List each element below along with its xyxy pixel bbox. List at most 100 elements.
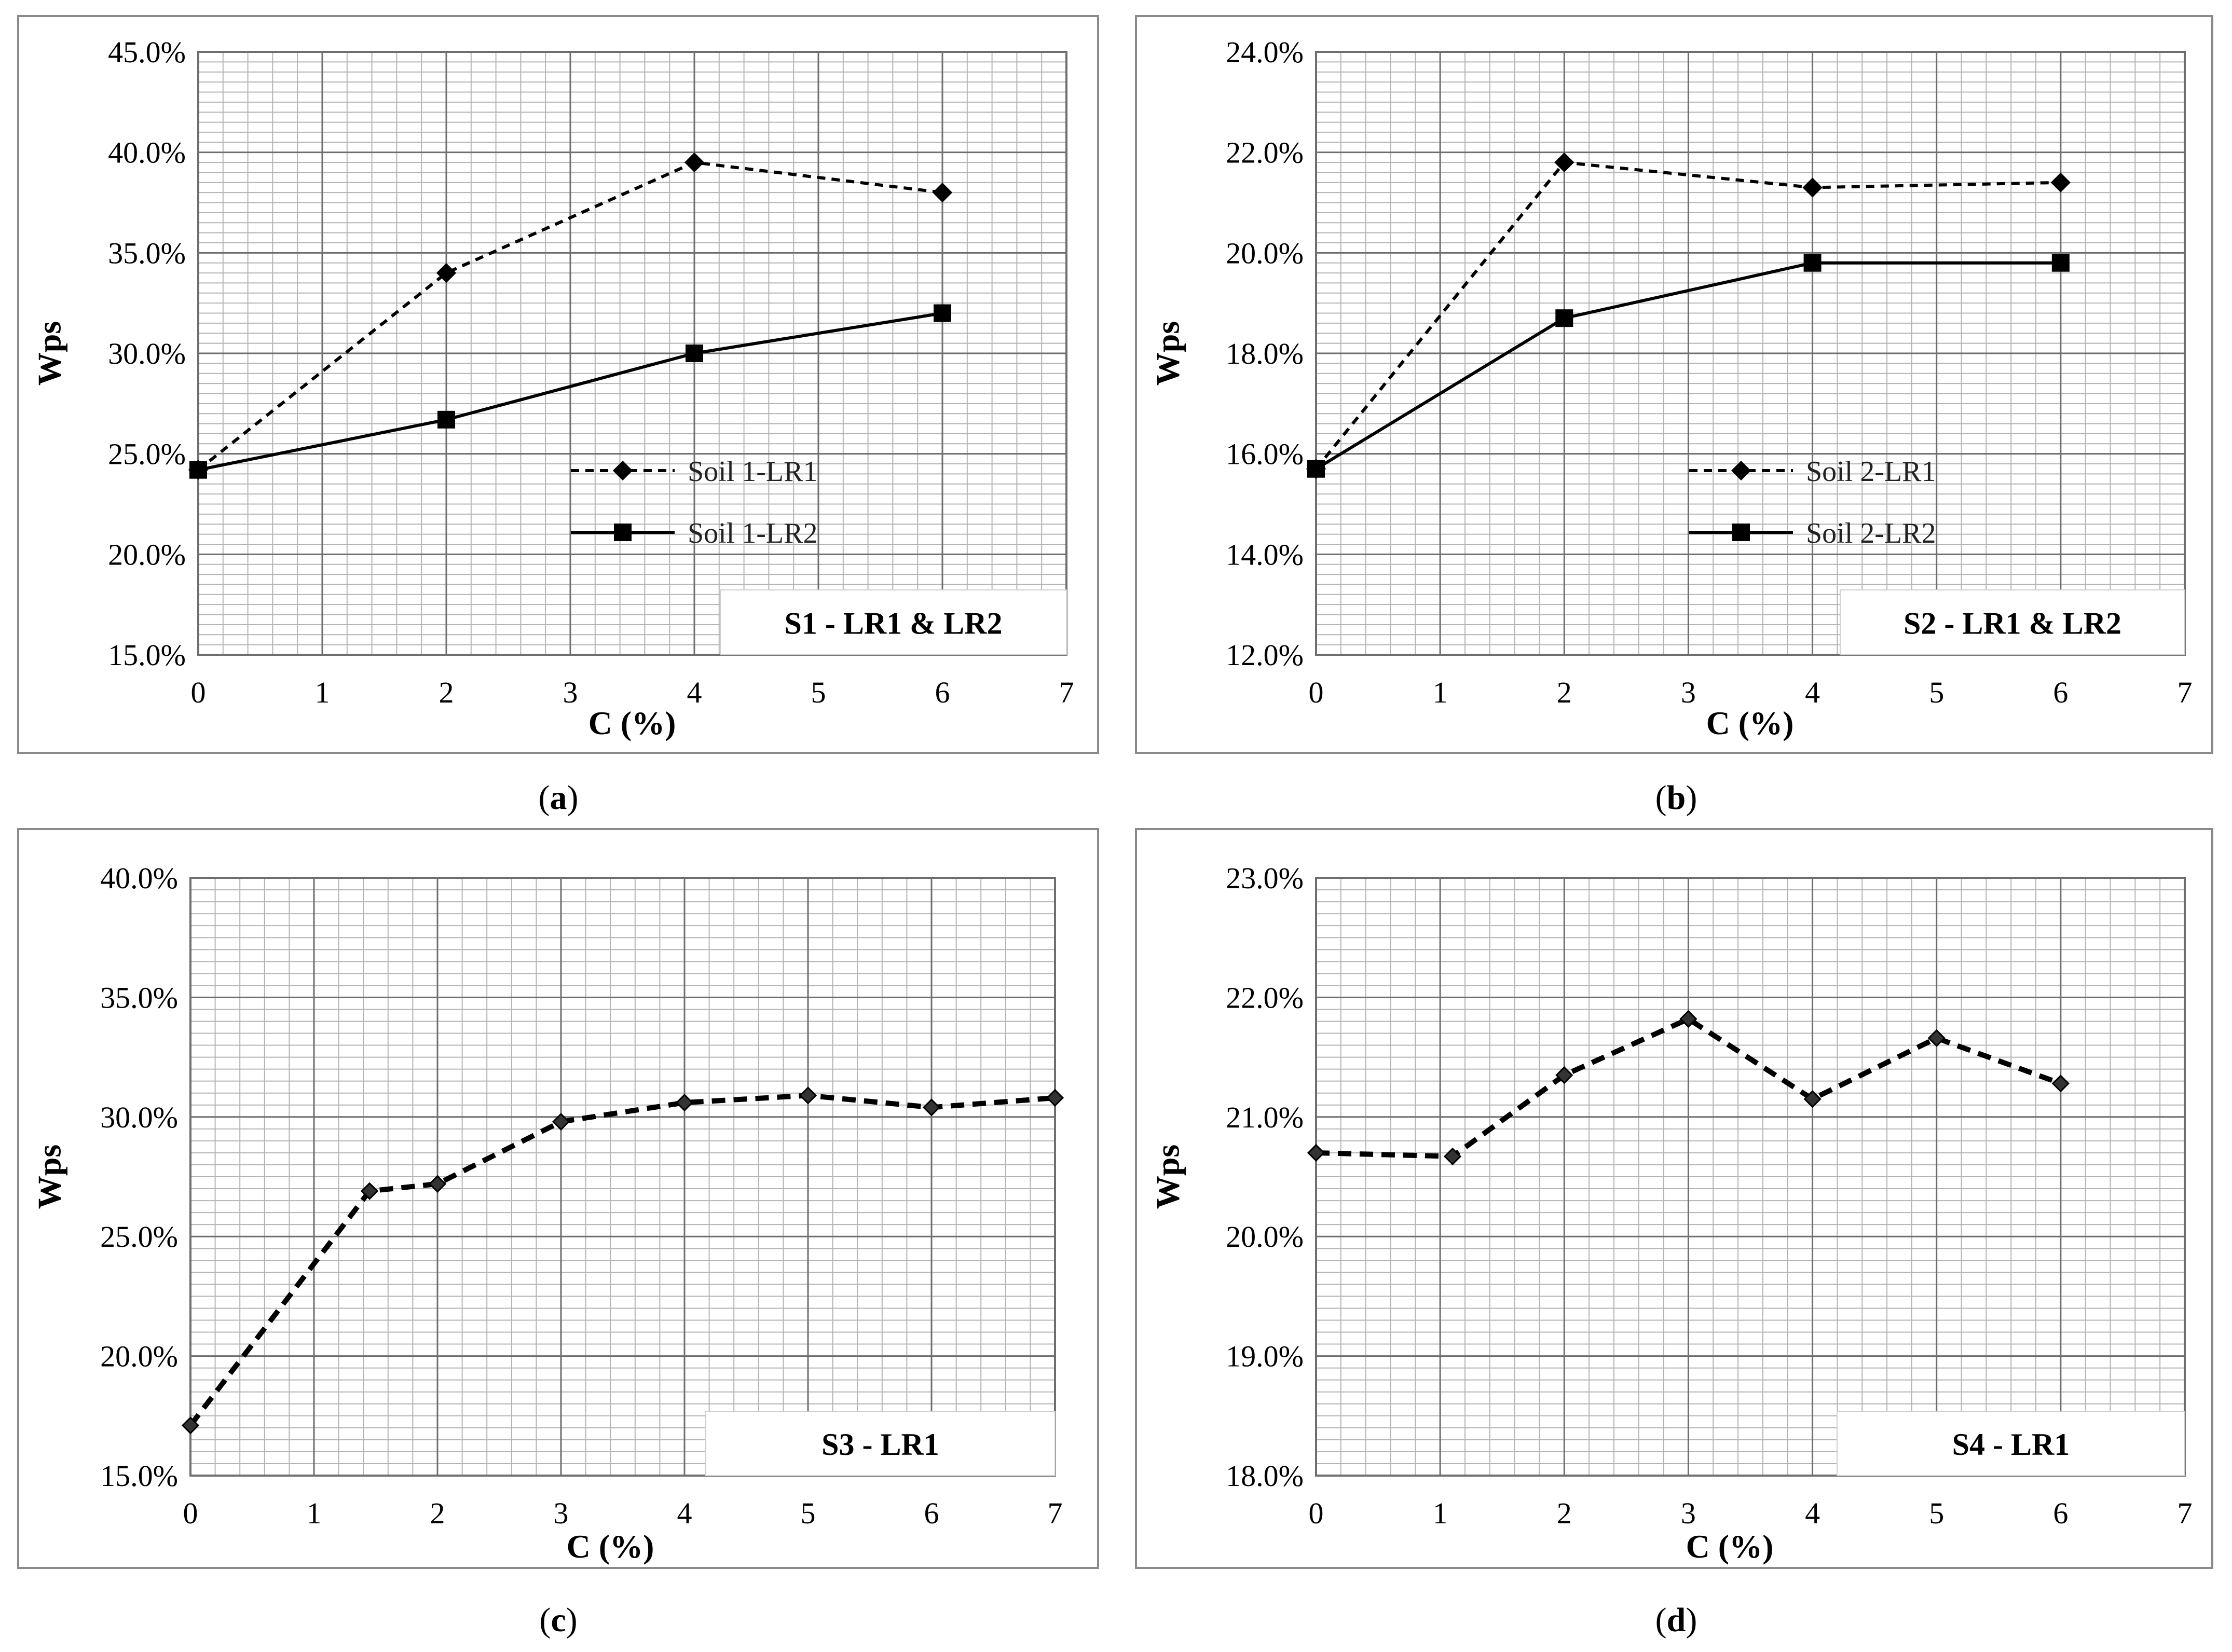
y-axis-title-c: Wps — [31, 1145, 68, 1209]
x-tick-label-a: 4 — [687, 676, 702, 709]
y-tick-label-c: 40.0% — [100, 861, 178, 895]
x-tick-label-b: 6 — [2053, 676, 2068, 709]
caption-c: (c) — [539, 1601, 578, 1639]
data-point-d-0 — [1307, 1144, 1325, 1162]
data-point-a-0 — [684, 152, 705, 173]
x-tick-label-a: 3 — [563, 676, 578, 709]
legend-label-a-0: Soil 1-LR1 — [688, 456, 817, 488]
x-tick-label-c: 1 — [307, 1496, 322, 1530]
x-tick-label-c: 7 — [1048, 1496, 1063, 1530]
x-tick-label-d: 5 — [1929, 1496, 1944, 1530]
x-tick-label-b: 5 — [1929, 676, 1944, 709]
x-tick-label-a: 5 — [811, 676, 826, 709]
x-tick-label-c: 3 — [554, 1496, 569, 1530]
y-tick-label-c: 30.0% — [100, 1100, 178, 1134]
data-point-a-1 — [437, 410, 455, 429]
y-tick-label-a: 25.0% — [108, 437, 186, 471]
data-point-a-1 — [934, 304, 951, 322]
x-axis-title-c: C (%) — [567, 1528, 654, 1565]
x-tick-label-d: 6 — [2053, 1496, 2068, 1530]
series-line-c-0 — [188, 1093, 1056, 1427]
data-point-d-0 — [1927, 1029, 1946, 1047]
x-tick-label-b: 4 — [1805, 676, 1820, 709]
x-tick-label-a: 7 — [1059, 676, 1074, 709]
data-point-a-0 — [932, 183, 953, 203]
data-point-b-1 — [1555, 309, 1573, 327]
data-point-b-0 — [1802, 177, 1823, 198]
x-tick-label-c: 5 — [801, 1496, 816, 1530]
annotation-box-c — [705, 1411, 1056, 1476]
x-tick-label-b: 0 — [1309, 676, 1324, 709]
y-tick-label-d: 20.0% — [1226, 1220, 1304, 1254]
y-tick-label-a: 40.0% — [108, 136, 186, 170]
x-axis-title-d: C (%) — [1686, 1528, 1774, 1565]
data-point-b-0 — [1554, 152, 1574, 173]
data-point-c-0 — [360, 1182, 379, 1200]
x-tick-label-c: 6 — [924, 1496, 939, 1530]
data-point-b-0 — [2050, 172, 2071, 192]
data-point-b-1 — [1803, 254, 1822, 272]
annotation-box-b — [1840, 589, 2185, 655]
x-tick-label-b: 1 — [1433, 676, 1448, 709]
y-axis-title-d: Wps — [1149, 1145, 1186, 1209]
plot-frame-c — [189, 877, 1056, 1477]
y-tick-label-a: 35.0% — [108, 236, 186, 270]
x-tick-label-a: 2 — [439, 676, 454, 709]
y-tick-label-b: 12.0% — [1226, 638, 1304, 672]
data-point-a-1 — [686, 345, 703, 362]
y-tick-label-d: 22.0% — [1226, 981, 1304, 1014]
x-tick-label-b: 7 — [2178, 676, 2193, 709]
annotation-label-a: S1 - LR1 & LR2 — [784, 607, 1002, 641]
caption-letter-d: d — [1666, 1601, 1686, 1639]
y-tick-label-d: 19.0% — [1226, 1340, 1304, 1373]
data-point-d-0 — [1555, 1066, 1573, 1084]
x-tick-label-b: 3 — [1681, 676, 1696, 709]
y-tick-label-a: 15.0% — [108, 638, 186, 672]
annotation-box-a — [720, 589, 1067, 655]
y-tick-label-a: 30.0% — [108, 337, 186, 370]
plot-frame-d — [1315, 877, 2186, 1477]
caption-a: (a) — [538, 779, 579, 817]
x-tick-label-c: 4 — [677, 1496, 692, 1530]
data-point-d-0 — [1803, 1090, 1822, 1108]
annotation-label-b: S2 - LR1 & LR2 — [1904, 607, 2121, 641]
y-tick-label-b: 20.0% — [1226, 236, 1304, 270]
series-line-b-1 — [1315, 261, 2061, 471]
x-tick-label-d: 1 — [1433, 1496, 1448, 1530]
y-tick-label-b: 24.0% — [1226, 35, 1304, 69]
data-point-c-0 — [428, 1175, 447, 1193]
caption-d: (d) — [1655, 1601, 1697, 1639]
y-tick-label-a: 20.0% — [108, 538, 186, 571]
y-tick-label-c: 15.0% — [100, 1459, 178, 1493]
caption-letter-a: a — [550, 779, 567, 817]
y-tick-label-b: 16.0% — [1226, 437, 1304, 471]
plot-frame-a — [197, 51, 1067, 656]
data-point-d-0 — [1679, 1010, 1697, 1028]
caption-letter-c: c — [551, 1601, 566, 1639]
caption-letter-b: b — [1666, 779, 1686, 817]
legend-marker-a-1 — [614, 524, 632, 541]
x-tick-label-d: 7 — [2178, 1496, 2193, 1530]
plot-frame-b — [1315, 51, 2186, 656]
y-tick-label-c: 25.0% — [100, 1220, 178, 1254]
data-point-a-1 — [189, 461, 207, 479]
x-tick-label-d: 4 — [1805, 1496, 1820, 1530]
series-line-a-1 — [198, 311, 943, 472]
y-tick-label-d: 23.0% — [1226, 861, 1304, 895]
data-point-b-1 — [1307, 460, 1325, 478]
y-axis-title-b: Wps — [1149, 321, 1186, 386]
annotation-label-c: S3 - LR1 — [821, 1427, 939, 1462]
series-line-a-0 — [197, 161, 943, 472]
y-tick-label-a: 45.0% — [108, 35, 186, 69]
x-tick-label-a: 6 — [935, 676, 950, 709]
data-point-c-0 — [922, 1098, 941, 1117]
x-tick-label-a: 0 — [191, 676, 206, 709]
data-point-c-0 — [675, 1094, 694, 1112]
legend-marker-b-1 — [1732, 524, 1750, 541]
annotation-box-d — [1837, 1411, 2185, 1476]
y-tick-label-d: 21.0% — [1226, 1100, 1304, 1134]
y-tick-label-b: 22.0% — [1226, 136, 1304, 170]
y-axis-title-a: Wps — [31, 321, 68, 386]
x-axis-title-b: C (%) — [1706, 705, 1794, 741]
